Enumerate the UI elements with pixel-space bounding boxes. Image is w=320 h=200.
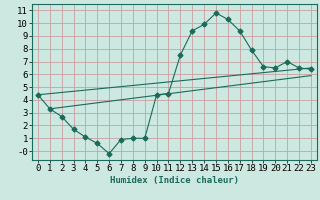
X-axis label: Humidex (Indice chaleur): Humidex (Indice chaleur) [110,176,239,185]
